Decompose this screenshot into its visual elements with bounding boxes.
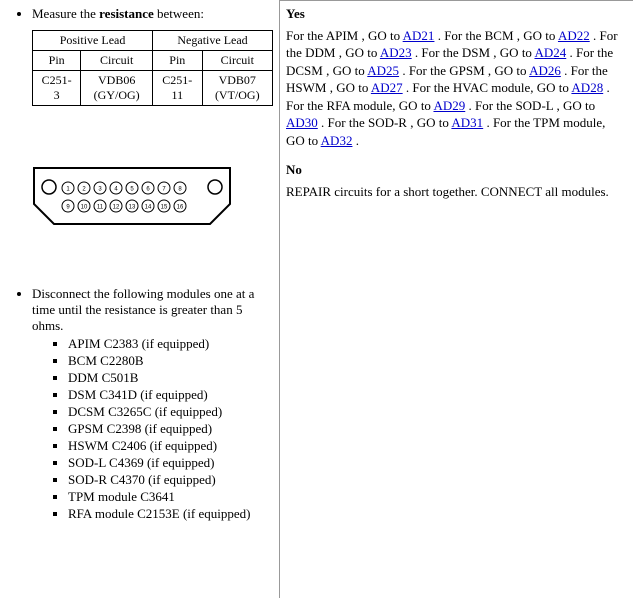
list-item: DDM C501B	[68, 370, 273, 386]
connector-pin-label: 8	[178, 187, 182, 193]
step-link[interactable]: AD29	[433, 98, 465, 113]
yes-label: Yes	[286, 5, 627, 23]
two-column-layout: Measure the resistance between: Positive…	[0, 0, 633, 598]
list-item: APIM C2383 (if equipped)	[68, 336, 273, 352]
step-link[interactable]: AD25	[367, 63, 399, 78]
step-link[interactable]: AD27	[371, 80, 403, 95]
neg-circuit: VDB07 (VT/OG)	[202, 71, 272, 106]
yes-body: For the APIM , GO to AD21 . For the BCM …	[286, 27, 627, 150]
lead-table: Positive Lead Negative Lead Pin Circuit …	[32, 30, 273, 106]
disconnect-text: Disconnect the following modules one at …	[32, 286, 254, 333]
measure-prefix: Measure the	[32, 6, 99, 21]
connector-pin-label: 2	[82, 187, 86, 193]
connector-pin-label: 12	[113, 205, 120, 211]
circuit-label-2: Circuit	[202, 51, 272, 71]
disconnect-item: Disconnect the following modules one at …	[32, 286, 273, 522]
step-link[interactable]: AD23	[380, 45, 412, 60]
connector-pin-label: 4	[114, 187, 118, 193]
table-row: C251-3 VDB06 (GY/OG) C251-11 VDB07 (VT/O…	[33, 71, 273, 106]
neg-pin: C251-11	[153, 71, 203, 106]
step-link[interactable]: AD32	[321, 133, 353, 148]
connector-pin-label: 9	[66, 205, 70, 211]
connector-diagram: 12345678 910111213141516	[32, 166, 273, 236]
connector-pin-label: 7	[162, 187, 166, 193]
connector-pin-label: 14	[145, 205, 152, 211]
list-item: HSWM C2406 (if equipped)	[68, 438, 273, 454]
measure-list: Measure the resistance between:	[6, 6, 273, 22]
step-link[interactable]: AD21	[403, 28, 435, 43]
connector-pin-label: 6	[146, 187, 150, 193]
connector-pin-label: 16	[177, 205, 184, 211]
pin-label-1: Pin	[33, 51, 81, 71]
step-link[interactable]: AD24	[534, 45, 566, 60]
step-link[interactable]: AD26	[529, 63, 561, 78]
no-body: REPAIR circuits for a short together. CO…	[286, 183, 627, 201]
right-column: Yes For the APIM , GO to AD21 . For the …	[280, 0, 633, 598]
measure-suffix: between:	[154, 6, 204, 21]
connector-pin-label: 10	[81, 205, 88, 211]
step-link[interactable]: AD22	[558, 28, 590, 43]
disconnect-list: Disconnect the following modules one at …	[6, 286, 273, 522]
circuit-label-1: Circuit	[81, 51, 153, 71]
list-item: BCM C2280B	[68, 353, 273, 369]
pin-label-2: Pin	[153, 51, 203, 71]
connector-pin-label: 15	[161, 205, 168, 211]
step-link[interactable]: AD28	[571, 80, 603, 95]
step-link[interactable]: AD31	[451, 115, 483, 130]
connector-pin-label: 1	[66, 187, 70, 193]
measure-bold: resistance	[99, 6, 154, 21]
neg-lead-header: Negative Lead	[153, 31, 273, 51]
no-label: No	[286, 161, 627, 179]
connector-pin-label: 11	[97, 205, 104, 211]
list-item: SOD-L C4369 (if equipped)	[68, 455, 273, 471]
list-item: DSM C341D (if equipped)	[68, 387, 273, 403]
list-item: RFA module C2153E (if equipped)	[68, 506, 273, 522]
left-column: Measure the resistance between: Positive…	[0, 0, 280, 598]
connector-pin-label: 5	[130, 187, 134, 193]
pos-lead-header: Positive Lead	[33, 31, 153, 51]
step-link[interactable]: AD30	[286, 115, 318, 130]
pos-pin: C251-3	[33, 71, 81, 106]
connector-pin-label: 3	[98, 187, 102, 193]
measure-item: Measure the resistance between:	[32, 6, 273, 22]
connector-svg: 12345678 910111213141516	[32, 166, 232, 236]
module-list: APIM C2383 (if equipped)BCM C2280BDDM C5…	[32, 336, 273, 522]
list-item: GPSM C2398 (if equipped)	[68, 421, 273, 437]
list-item: SOD-R C4370 (if equipped)	[68, 472, 273, 488]
pos-circuit: VDB06 (GY/OG)	[81, 71, 153, 106]
connector-pin-label: 13	[129, 205, 136, 211]
list-item: DCSM C3265C (if equipped)	[68, 404, 273, 420]
list-item: TPM module C3641	[68, 489, 273, 505]
